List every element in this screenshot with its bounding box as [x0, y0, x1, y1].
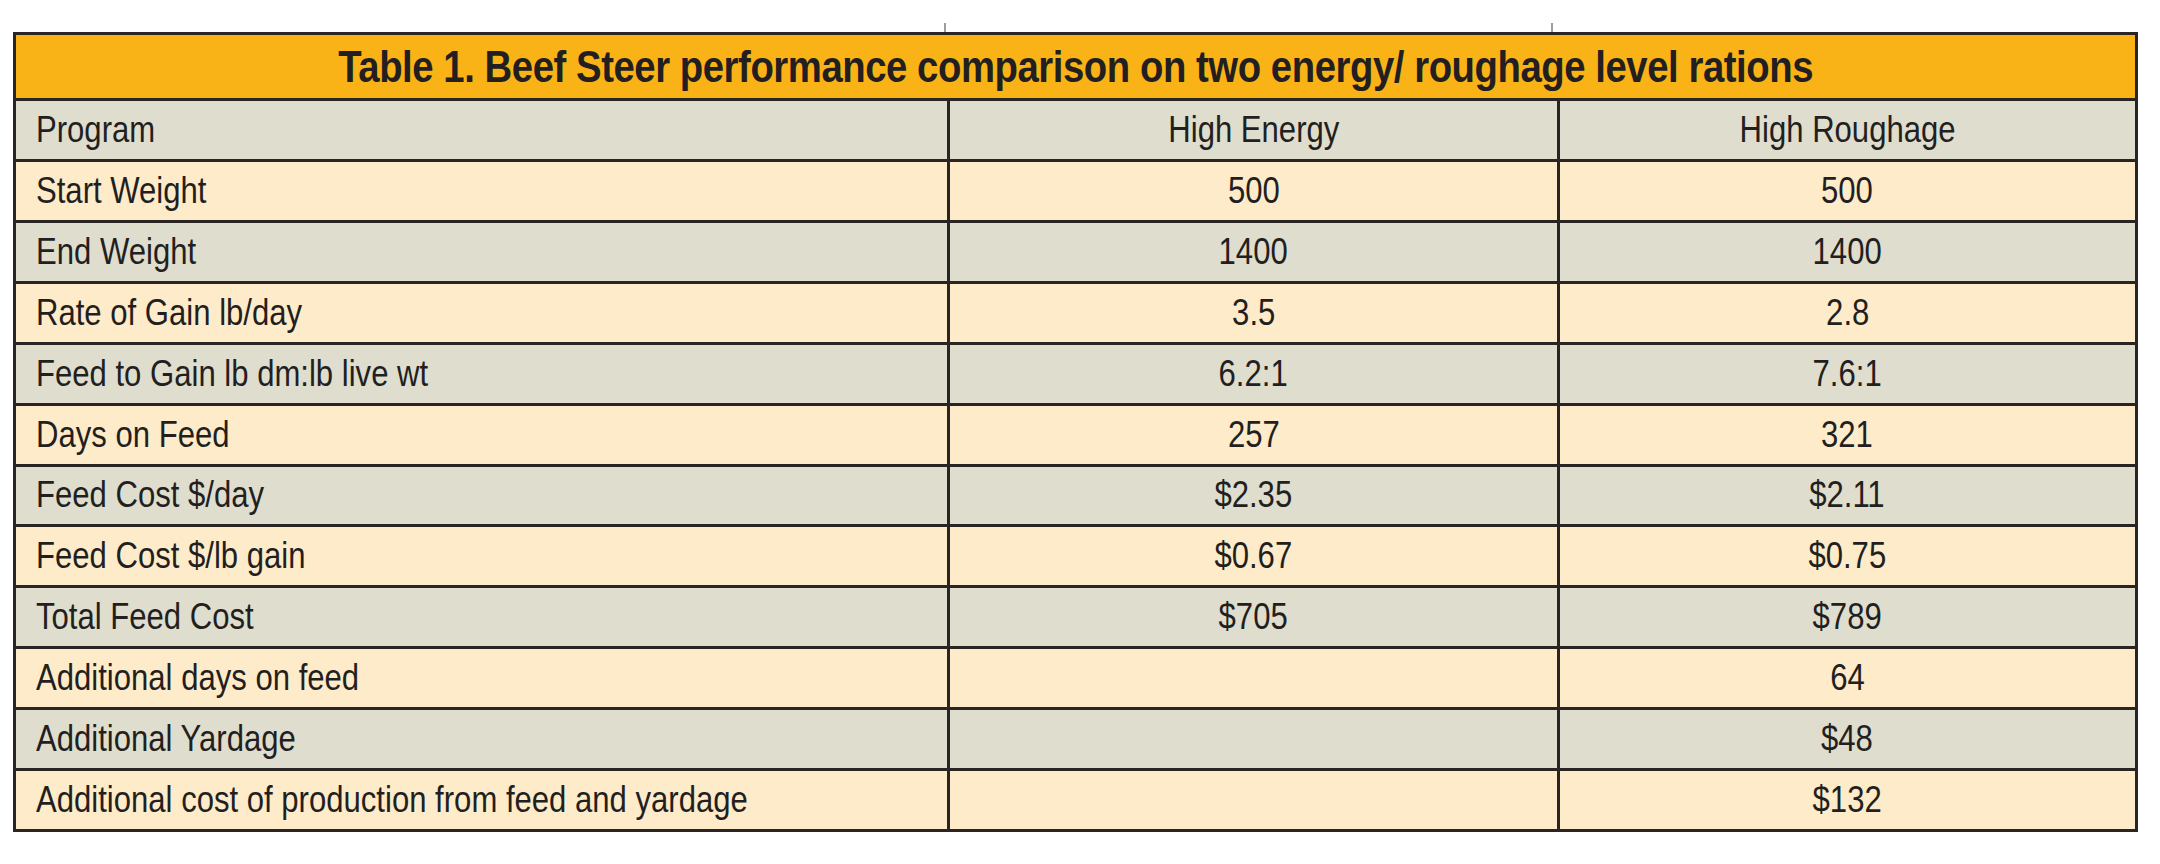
high-roughage-cell: $48	[1557, 710, 2135, 768]
high-energy-cell	[947, 771, 1556, 829]
column-divider-artifact-tick	[944, 23, 946, 32]
header-cell-high-roughage: High Roughage	[1557, 101, 2135, 159]
row-label-cell: Feed Cost $/lb gain	[16, 527, 947, 585]
high-roughage-cell-text: 1400	[1813, 231, 1882, 273]
table-title: Table 1. Beef Steer performance comparis…	[338, 42, 1813, 92]
table-row: Additional cost of production from feed …	[16, 768, 2135, 829]
row-label-cell-text: Additional Yardage	[36, 718, 296, 760]
header-cell-high-energy: High Energy	[947, 101, 1556, 159]
row-label-cell: Additional days on feed	[16, 649, 947, 707]
table-row: Additional days on feed 64	[16, 646, 2135, 707]
table-row: Feed Cost $/day $2.35 $2.11	[16, 464, 2135, 525]
header-cell-program: Program	[16, 101, 947, 159]
header-cell-high-roughage-text: High Roughage	[1739, 109, 1955, 151]
table-row: Days on Feed 257 321	[16, 403, 2135, 464]
high-energy-cell	[947, 710, 1556, 768]
high-roughage-cell-text: 500	[1821, 170, 1873, 212]
row-label-cell-text: Additional days on feed	[36, 657, 359, 699]
high-roughage-cell-text: 2.8	[1826, 292, 1869, 334]
high-roughage-cell-text: $0.75	[1808, 535, 1886, 577]
row-label-cell: End Weight	[16, 223, 947, 281]
header-cell-program-text: Program	[36, 109, 155, 151]
high-energy-cell	[947, 649, 1556, 707]
row-label-cell-text: Start Weight	[36, 170, 206, 212]
table-row: Feed to Gain lb dm:lb live wt 6.2:1 7.6:1	[16, 342, 2135, 403]
high-roughage-cell: 500	[1557, 162, 2135, 220]
performance-table: Table 1. Beef Steer performance comparis…	[13, 32, 2138, 832]
table-row: Feed Cost $/lb gain $0.67 $0.75	[16, 524, 2135, 585]
table-row: Additional Yardage $48	[16, 707, 2135, 768]
table-row: Total Feed Cost $705 $789	[16, 585, 2135, 646]
row-label-cell-text: Additional cost of production from feed …	[36, 779, 748, 821]
high-roughage-cell-text: $132	[1813, 779, 1882, 821]
row-label-cell: Additional cost of production from feed …	[16, 771, 947, 829]
high-energy-cell: 257	[947, 406, 1556, 464]
high-energy-cell: 6.2:1	[947, 345, 1556, 403]
high-roughage-cell: $2.11	[1557, 467, 2135, 525]
high-roughage-cell-text: 7.6:1	[1813, 353, 1882, 395]
high-roughage-cell: 321	[1557, 406, 2135, 464]
high-energy-cell-text: 1400	[1219, 231, 1288, 273]
row-label-cell: Start Weight	[16, 162, 947, 220]
table-rows: Program High Energy High Roughage Start …	[16, 101, 2135, 829]
row-label-cell-text: Feed to Gain lb dm:lb live wt	[36, 353, 428, 395]
row-label-cell: Days on Feed	[16, 406, 947, 464]
table-row: Rate of Gain lb/day 3.5 2.8	[16, 281, 2135, 342]
row-label-cell: Additional Yardage	[16, 710, 947, 768]
high-energy-cell-text: $2.35	[1215, 474, 1293, 516]
high-energy-cell: 500	[947, 162, 1556, 220]
row-label-cell: Feed Cost $/day	[16, 467, 947, 525]
high-roughage-cell: $789	[1557, 588, 2135, 646]
high-energy-cell: 1400	[947, 223, 1556, 281]
high-roughage-cell: 64	[1557, 649, 2135, 707]
row-label-cell: Rate of Gain lb/day	[16, 284, 947, 342]
high-energy-cell-text: 6.2:1	[1219, 353, 1288, 395]
high-roughage-cell-text: 64	[1830, 657, 1865, 699]
high-roughage-cell: $0.75	[1557, 527, 2135, 585]
high-roughage-cell-text: $48	[1821, 718, 1873, 760]
row-label-cell: Total Feed Cost	[16, 588, 947, 646]
high-roughage-cell-text: 321	[1821, 414, 1873, 456]
high-roughage-cell: 2.8	[1557, 284, 2135, 342]
row-label-cell-text: Rate of Gain lb/day	[36, 292, 302, 334]
header-cell-high-energy-text: High Energy	[1168, 109, 1339, 151]
row-label-cell-text: Feed Cost $/day	[36, 474, 264, 516]
table-row: End Weight 1400 1400	[16, 220, 2135, 281]
row-label-cell-text: Days on Feed	[36, 414, 230, 456]
high-energy-cell: $0.67	[947, 527, 1556, 585]
high-roughage-cell-text: $2.11	[1810, 474, 1885, 516]
high-roughage-cell-text: $789	[1813, 596, 1882, 638]
row-label-cell: Feed to Gain lb dm:lb live wt	[16, 345, 947, 403]
row-label-cell-text: Feed Cost $/lb gain	[36, 535, 306, 577]
table-title-bar: Table 1. Beef Steer performance comparis…	[16, 35, 2135, 101]
row-label-cell-text: Total Feed Cost	[36, 596, 254, 638]
high-energy-cell-text: 3.5	[1232, 292, 1275, 334]
high-roughage-cell: 7.6:1	[1557, 345, 2135, 403]
high-roughage-cell: 1400	[1557, 223, 2135, 281]
table-row: Start Weight 500 500	[16, 159, 2135, 220]
high-energy-cell: $2.35	[947, 467, 1556, 525]
high-energy-cell: 3.5	[947, 284, 1556, 342]
table-header-row: Program High Energy High Roughage	[16, 101, 2135, 159]
high-roughage-cell: $132	[1557, 771, 2135, 829]
high-energy-cell-text: $705	[1219, 596, 1288, 638]
high-energy-cell-text: $0.67	[1215, 535, 1293, 577]
high-energy-cell: $705	[947, 588, 1556, 646]
high-energy-cell-text: 500	[1227, 170, 1279, 212]
row-label-cell-text: End Weight	[36, 231, 196, 273]
high-energy-cell-text: 257	[1227, 414, 1279, 456]
column-divider-artifact-tick	[1551, 23, 1553, 32]
